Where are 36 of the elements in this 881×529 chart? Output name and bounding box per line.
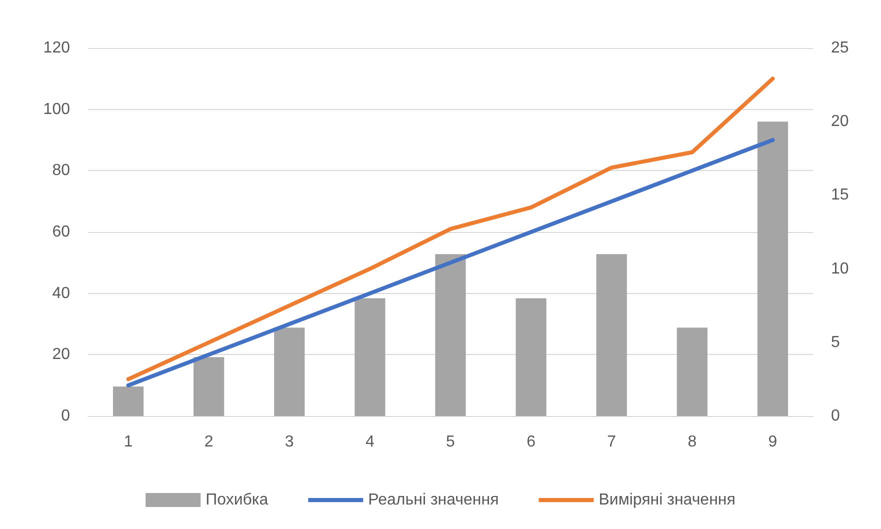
- y2-tick-label: 15: [831, 186, 849, 204]
- y2-tick-label: 5: [831, 334, 840, 351]
- y-tick-label: 40: [52, 284, 70, 302]
- bar: [112, 386, 144, 416]
- y2-tick-label: 20: [831, 113, 849, 130]
- x-tick-label: 8: [688, 434, 697, 450]
- y-tick-label: 60: [52, 224, 70, 240]
- x-tick-label: 2: [204, 434, 214, 450]
- x-tick-label: 5: [446, 434, 456, 450]
- x-tick-label: 6: [526, 434, 536, 450]
- x-tick-label: 7: [607, 434, 616, 450]
- x-tick-label: 4: [365, 434, 374, 450]
- y-tick-label: 120: [43, 40, 70, 56]
- bar: [516, 298, 546, 416]
- bar: [435, 254, 466, 416]
- legend-label: Реальні значення: [368, 492, 499, 508]
- line-series: [126, 138, 775, 388]
- legend-label: Виміряні значення: [598, 492, 736, 508]
- bar: [194, 357, 224, 416]
- x-tick-label: 1: [124, 434, 133, 450]
- bar: [757, 122, 788, 416]
- y2-tick-label: 10: [831, 260, 849, 278]
- legend-label: Похибка: [206, 492, 268, 508]
- bar: [676, 328, 708, 416]
- x-tick-label: 3: [284, 434, 294, 450]
- x-tick-label: 9: [768, 434, 778, 450]
- y2-tick-label: 25: [831, 40, 849, 56]
- bar: [274, 328, 305, 416]
- y-tick-label: 0: [61, 408, 70, 424]
- y-tick-label: 100: [43, 100, 70, 118]
- y-tick-label: 80: [52, 162, 70, 180]
- y2-tick-label: 0: [831, 408, 840, 424]
- bar: [596, 254, 627, 416]
- line-series: [126, 76, 775, 382]
- bar: [354, 298, 386, 416]
- y-tick-label: 20: [52, 346, 70, 364]
